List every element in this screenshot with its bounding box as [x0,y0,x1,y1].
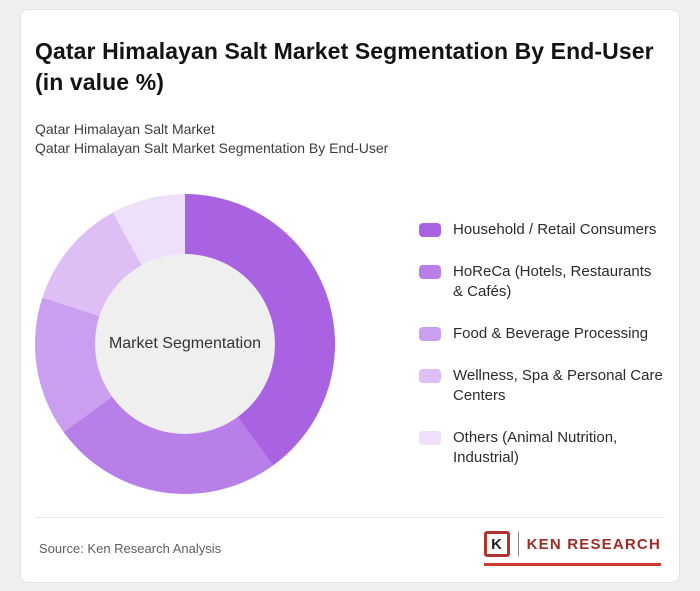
legend-item: Wellness, Spa & Personal Care Centers [419,366,665,406]
legend-item: Food & Beverage Processing [419,324,665,344]
footer: Source: Ken Research Analysis K KEN RESE… [35,517,665,582]
donut-chart-wrap: Market Segmentation [35,194,335,495]
legend-swatch [419,431,441,446]
legend-swatch [419,223,441,238]
legend-item: HoReCa (Hotels, Restaurants & Cafés) [419,262,665,302]
legend-swatch [419,327,441,342]
legend-swatch [419,369,441,384]
header: Qatar Himalayan Salt Market Segmentation… [35,10,665,158]
legend-label: Household / Retail Consumers [453,221,657,239]
chart-center-label: Market Segmentation [108,335,262,353]
legend-label: Others (Animal Nutrition, Industrial) [453,429,618,467]
legend-item: Household / Retail Consumers [419,220,665,240]
logo-k-icon: K [483,531,510,557]
legend: Household / Retail Consumers HoReCa (Hote… [419,220,665,468]
legend-label: HoReCa (Hotels, Restaurants & Cafés) [453,263,652,301]
chart-area: Market Segmentation Household / Retail C… [35,194,665,495]
donut-hole: Market Segmentation [95,254,275,435]
legend-swatch [419,265,441,280]
logo-brand-text: KEN RESEARCH [526,535,661,553]
page-title: Qatar Himalayan Salt Market Segmentation… [35,38,654,96]
legend-label: Food & Beverage Processing [453,325,649,343]
chart-card: Qatar Himalayan Salt Market Segmentation… [20,9,680,583]
logo-divider [517,532,519,556]
subtitle-line-2: Qatar Himalayan Salt Market Segmentation… [35,140,389,157]
source-text: Source: Ken Research Analysis [39,541,222,556]
legend-label: Wellness, Spa & Personal Care Centers [453,367,663,405]
ken-research-logo: K KEN RESEARCH [483,531,661,566]
subtitle-line-1: Qatar Himalayan Salt Market [35,121,215,138]
legend-item: Others (Animal Nutrition, Industrial) [419,428,665,468]
